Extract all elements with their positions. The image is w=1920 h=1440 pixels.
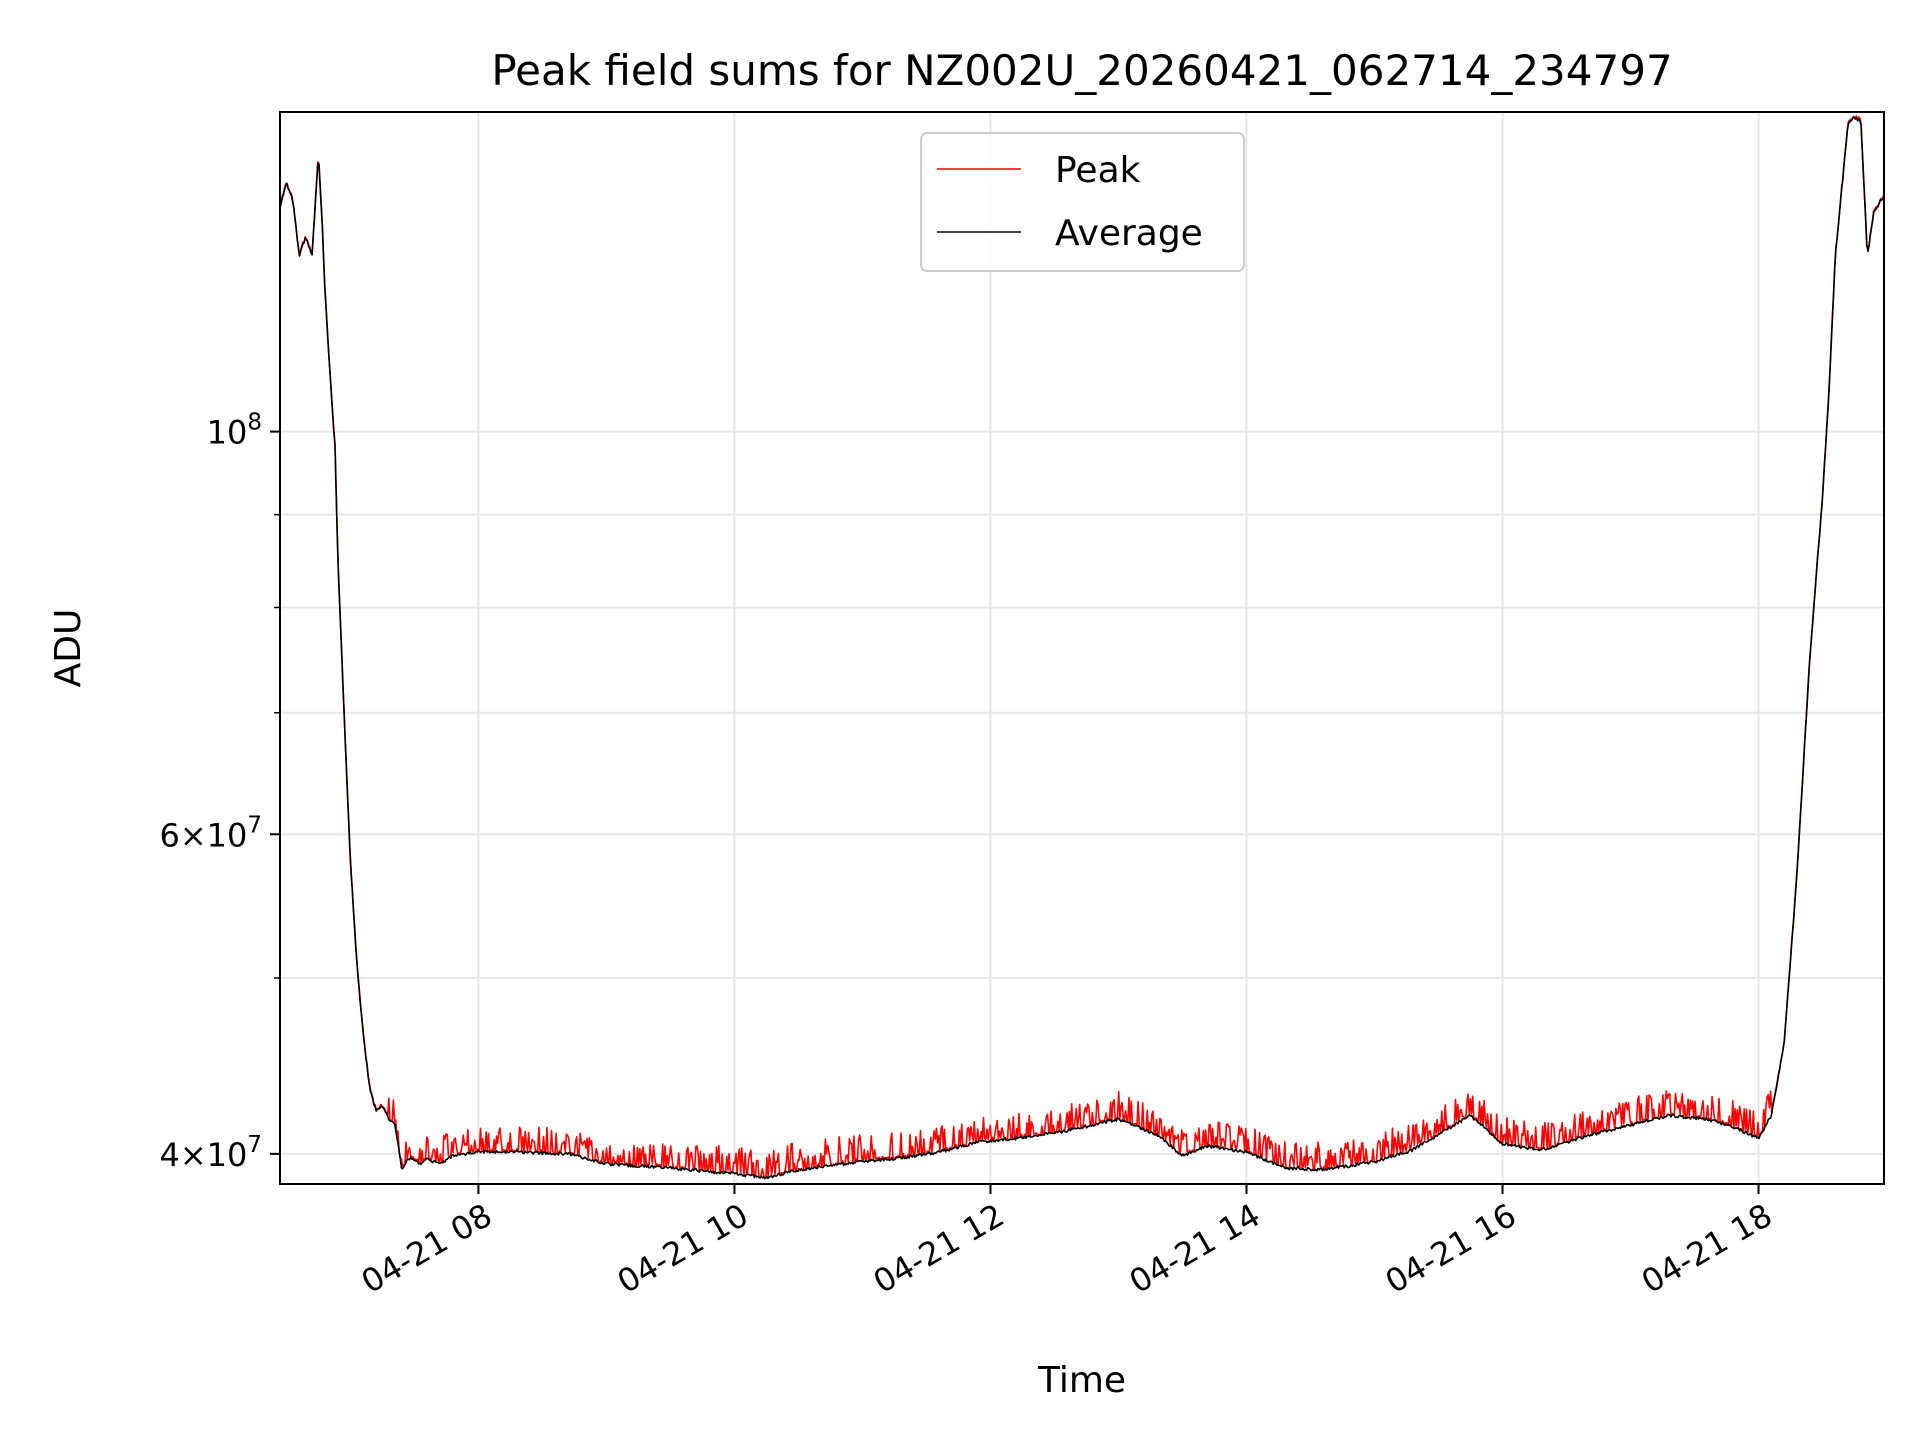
x-axis-label: Time bbox=[1037, 1360, 1126, 1401]
legend: Peak Average bbox=[920, 132, 1245, 272]
legend-box bbox=[920, 132, 1245, 272]
y-tick-label: 108 bbox=[207, 410, 262, 452]
chart-title: Peak field sums for NZ002U_20260421_0627… bbox=[491, 46, 1672, 95]
y-tick-label: 4×107 bbox=[159, 1132, 262, 1174]
series-area bbox=[280, 115, 1884, 1180]
series-line-peak bbox=[280, 115, 1884, 1179]
legend-label-average: Average bbox=[1055, 213, 1203, 254]
series-line-average bbox=[280, 116, 1884, 1180]
y-tick-label: 6×107 bbox=[159, 812, 262, 854]
gridlines bbox=[280, 112, 1884, 1184]
y-axis-ticks: 108 6×107 4×107 bbox=[159, 410, 280, 1174]
y-axis-label: ADU bbox=[48, 609, 89, 688]
legend-label-peak: Peak bbox=[1055, 150, 1141, 191]
plot-frame bbox=[279, 111, 1885, 1185]
